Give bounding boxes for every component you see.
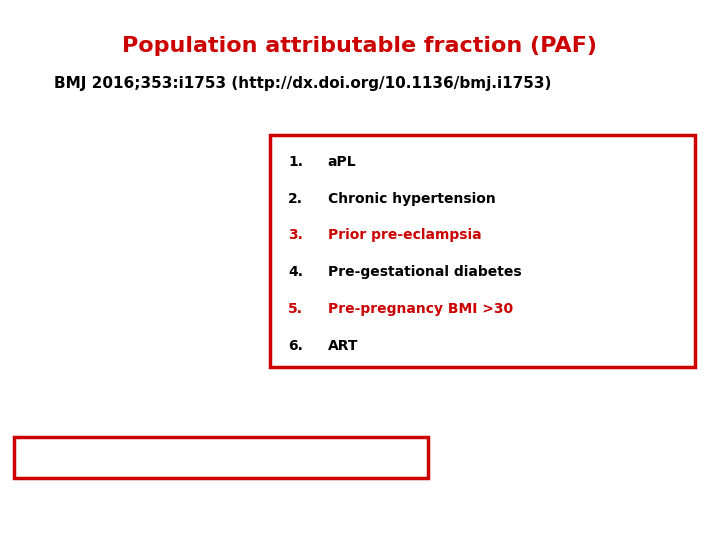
Text: ART: ART [328, 339, 358, 353]
Text: 2.: 2. [288, 192, 303, 206]
FancyBboxPatch shape [270, 135, 695, 367]
FancyBboxPatch shape [14, 437, 428, 478]
Text: 3.: 3. [288, 228, 303, 242]
Text: Prior pre-eclampsia: Prior pre-eclampsia [328, 228, 481, 242]
Text: Pre-pregnancy BMI >30: Pre-pregnancy BMI >30 [328, 302, 513, 316]
Text: BMJ 2016;353:i1753 (http://dx.doi.org/10.1136/bmj.i1753): BMJ 2016;353:i1753 (http://dx.doi.org/10… [54, 76, 551, 91]
Text: Pre-gestational diabetes: Pre-gestational diabetes [328, 265, 521, 279]
Text: Chronic hypertension: Chronic hypertension [328, 192, 495, 206]
Text: aPL: aPL [328, 155, 356, 169]
Text: Population attributable fraction (PAF): Population attributable fraction (PAF) [122, 36, 598, 56]
Text: 5.: 5. [288, 302, 303, 316]
Text: 1.: 1. [288, 155, 303, 169]
Text: 4.: 4. [288, 265, 303, 279]
Text: 6.: 6. [288, 339, 303, 353]
